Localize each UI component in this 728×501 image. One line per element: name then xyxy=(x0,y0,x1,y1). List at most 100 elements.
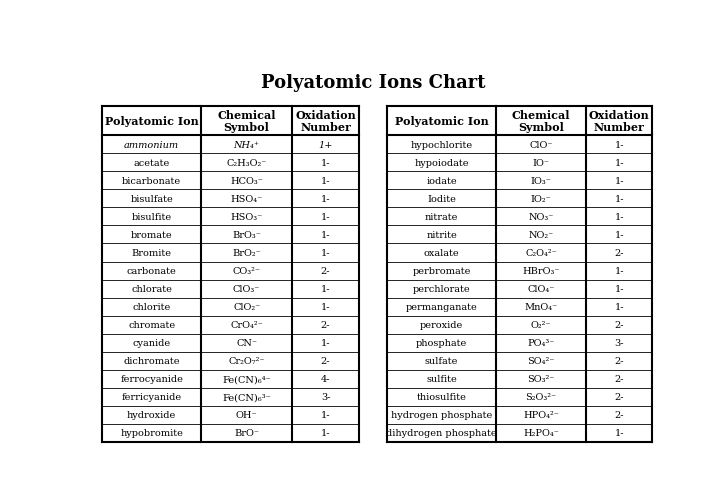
Text: nitrate: nitrate xyxy=(425,212,458,221)
Text: PO₄³⁻: PO₄³⁻ xyxy=(527,339,555,348)
Text: 1-: 1- xyxy=(321,339,331,348)
Text: 1-: 1- xyxy=(614,194,624,203)
Text: sulfate: sulfate xyxy=(425,357,458,366)
Text: CN⁻: CN⁻ xyxy=(236,339,257,348)
Text: NH₄⁺: NH₄⁺ xyxy=(234,140,260,149)
Text: ferricyanide: ferricyanide xyxy=(122,392,182,401)
Text: HCO₃⁻: HCO₃⁻ xyxy=(230,176,263,185)
Text: 2-: 2- xyxy=(614,410,624,419)
Text: S₂O₃²⁻: S₂O₃²⁻ xyxy=(526,392,557,401)
Text: chlorate: chlorate xyxy=(131,285,172,294)
Text: peroxide: peroxide xyxy=(420,321,463,330)
Text: ClO₄⁻: ClO₄⁻ xyxy=(527,285,555,294)
Text: NO₃⁻: NO₃⁻ xyxy=(529,212,554,221)
Text: IO₃⁻: IO₃⁻ xyxy=(531,176,551,185)
Text: 1-: 1- xyxy=(614,230,624,239)
Text: 1-: 1- xyxy=(614,303,624,312)
Text: 1-: 1- xyxy=(321,176,331,185)
Text: HSO₄⁻: HSO₄⁻ xyxy=(231,194,263,203)
Text: thiosulfite: thiosulfite xyxy=(416,392,467,401)
Text: 2-: 2- xyxy=(614,375,624,383)
Text: Fe(CN)₆³⁻: Fe(CN)₆³⁻ xyxy=(222,392,271,401)
Text: dichromate: dichromate xyxy=(124,357,180,366)
Text: O₂²⁻: O₂²⁻ xyxy=(531,321,551,330)
Text: Iodite: Iodite xyxy=(427,194,456,203)
Text: ClO⁻: ClO⁻ xyxy=(529,140,553,149)
Text: 1-: 1- xyxy=(614,140,624,149)
Text: bisulfite: bisulfite xyxy=(132,212,172,221)
Text: hypochlorite: hypochlorite xyxy=(411,140,472,149)
Text: BrO⁻: BrO⁻ xyxy=(234,428,259,437)
Text: phosphate: phosphate xyxy=(416,339,467,348)
Text: SO₄²⁻: SO₄²⁻ xyxy=(527,357,555,366)
Text: OH⁻: OH⁻ xyxy=(236,410,258,419)
Text: 1-: 1- xyxy=(321,194,331,203)
Text: 1-: 1- xyxy=(321,410,331,419)
Text: hydroxide: hydroxide xyxy=(127,410,176,419)
Text: 1-: 1- xyxy=(614,176,624,185)
Text: C₂H₃O₂⁻: C₂H₃O₂⁻ xyxy=(226,158,267,167)
Text: bromate: bromate xyxy=(131,230,173,239)
Text: C₂O₄²⁻: C₂O₄²⁻ xyxy=(525,248,557,258)
Text: 3-: 3- xyxy=(321,392,331,401)
Text: IO⁻: IO⁻ xyxy=(532,158,550,167)
Text: 1-: 1- xyxy=(614,428,624,437)
Text: 1-: 1- xyxy=(614,158,624,167)
Text: iodate: iodate xyxy=(427,176,457,185)
Text: carbonate: carbonate xyxy=(127,267,177,276)
Text: H₂PO₄⁻: H₂PO₄⁻ xyxy=(523,428,559,437)
Text: 2-: 2- xyxy=(321,267,331,276)
Text: sulfite: sulfite xyxy=(426,375,457,383)
Text: Chemical
Symbol: Chemical Symbol xyxy=(218,109,276,133)
Text: 3-: 3- xyxy=(614,339,624,348)
Text: 1-: 1- xyxy=(321,303,331,312)
Text: 1+: 1+ xyxy=(318,140,333,149)
Text: 2-: 2- xyxy=(614,248,624,258)
Text: perbromate: perbromate xyxy=(412,267,471,276)
Text: 1-: 1- xyxy=(321,212,331,221)
Text: SO₃²⁻: SO₃²⁻ xyxy=(527,375,555,383)
Text: Fe(CN)₆⁴⁻: Fe(CN)₆⁴⁻ xyxy=(222,375,271,383)
Text: Cr₂O₇²⁻: Cr₂O₇²⁻ xyxy=(229,357,265,366)
Text: hypobromite: hypobromite xyxy=(120,428,183,437)
Text: ammonium: ammonium xyxy=(124,140,179,149)
Text: 1-: 1- xyxy=(614,212,624,221)
Text: hypoiodate: hypoiodate xyxy=(414,158,469,167)
Text: 1-: 1- xyxy=(614,267,624,276)
Text: Oxidation
Number: Oxidation Number xyxy=(296,109,356,133)
Text: NO₂⁻: NO₂⁻ xyxy=(529,230,553,239)
Text: acetate: acetate xyxy=(133,158,170,167)
Text: chromate: chromate xyxy=(128,321,175,330)
Text: CrO₄²⁻: CrO₄²⁻ xyxy=(230,321,263,330)
Text: cyanide: cyanide xyxy=(132,339,171,348)
Text: bicarbonate: bicarbonate xyxy=(122,176,181,185)
Text: 1-: 1- xyxy=(321,285,331,294)
Text: 2-: 2- xyxy=(614,392,624,401)
Text: 1-: 1- xyxy=(321,428,331,437)
Text: hydrogen phosphate: hydrogen phosphate xyxy=(391,410,492,419)
Text: 1-: 1- xyxy=(321,248,331,258)
Text: dihydrogen phosphate: dihydrogen phosphate xyxy=(387,428,497,437)
Text: nitrite: nitrite xyxy=(426,230,457,239)
Text: 4-: 4- xyxy=(321,375,331,383)
Text: 2-: 2- xyxy=(614,321,624,330)
Text: 2-: 2- xyxy=(614,357,624,366)
Text: HSO₃⁻: HSO₃⁻ xyxy=(231,212,263,221)
Text: Polyatomic Ion: Polyatomic Ion xyxy=(105,116,199,127)
Text: Oxidation
Number: Oxidation Number xyxy=(589,109,649,133)
Text: Polyatomic Ion: Polyatomic Ion xyxy=(395,116,488,127)
Text: ferrocyanide: ferrocyanide xyxy=(120,375,183,383)
Text: Polyatomic Ions Chart: Polyatomic Ions Chart xyxy=(261,74,486,92)
Text: chlorite: chlorite xyxy=(132,303,171,312)
Text: ClO₂⁻: ClO₂⁻ xyxy=(233,303,261,312)
Text: Bromite: Bromite xyxy=(132,248,172,258)
Text: Chemical
Symbol: Chemical Symbol xyxy=(512,109,570,133)
Text: 1-: 1- xyxy=(321,158,331,167)
Text: BrO₃⁻: BrO₃⁻ xyxy=(232,230,261,239)
Text: IO₂⁻: IO₂⁻ xyxy=(531,194,551,203)
Text: 2-: 2- xyxy=(321,321,331,330)
Text: bisulfate: bisulfate xyxy=(130,194,173,203)
Text: 1-: 1- xyxy=(321,230,331,239)
Text: permanganate: permanganate xyxy=(405,303,478,312)
Text: BrO₂⁻: BrO₂⁻ xyxy=(232,248,261,258)
